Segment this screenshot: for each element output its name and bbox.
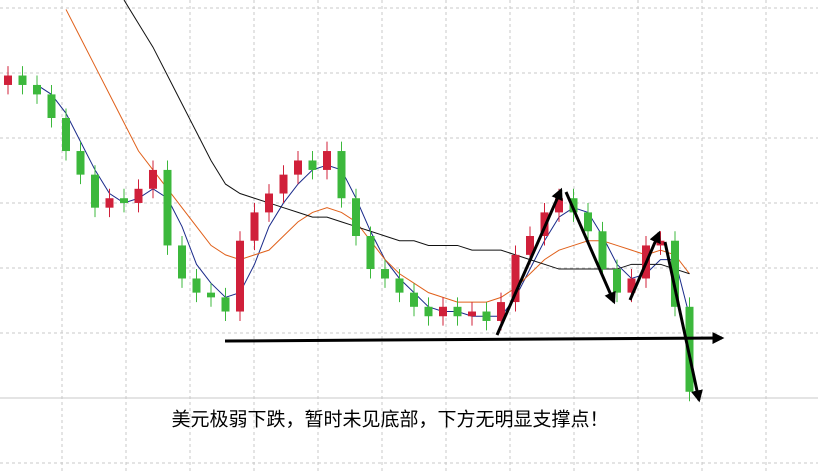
candle-body	[468, 311, 476, 317]
candle-body	[381, 269, 389, 279]
candle-body	[526, 236, 534, 255]
candle-body	[511, 254, 520, 303]
candle-body	[395, 278, 404, 293]
candle-body	[134, 188, 143, 203]
candle-body	[555, 198, 563, 213]
moving-average	[36, 84, 690, 317]
candle-body	[33, 84, 41, 95]
caption: 美元极弱下跌，暂时未见底部，下方无明显支撑点！	[171, 409, 608, 431]
candle-body	[497, 302, 505, 321]
candle-body	[120, 198, 128, 203]
candle-body	[265, 193, 273, 213]
candle-body	[47, 94, 56, 118]
candle-body	[366, 236, 375, 270]
candle-body	[76, 151, 85, 175]
candle-body	[323, 151, 331, 170]
candle-body	[308, 160, 317, 170]
candle-body	[584, 212, 592, 232]
candle-body	[337, 151, 346, 199]
candle-body	[236, 240, 244, 312]
candle-body	[279, 174, 288, 194]
candle-body	[569, 198, 578, 213]
candle-body	[4, 75, 12, 85]
candle-body	[671, 240, 679, 307]
candle-body	[294, 160, 302, 175]
arrow	[628, 230, 661, 301]
candle-body	[62, 118, 70, 152]
candle-body	[439, 306, 447, 317]
candle-body	[482, 311, 491, 321]
arrow	[495, 187, 563, 336]
candle-body	[453, 306, 462, 317]
candle-body	[91, 174, 99, 208]
plot	[4, 0, 694, 402]
candle-body	[352, 198, 360, 236]
candle-body	[192, 278, 201, 293]
candle-body	[163, 169, 172, 246]
candle-body	[178, 245, 186, 279]
candle-body	[250, 212, 259, 241]
candle-body	[221, 297, 230, 312]
candle-body	[149, 169, 157, 189]
support-line	[224, 332, 725, 345]
arrow	[663, 241, 703, 403]
annotations	[224, 187, 725, 403]
moving-average	[123, 0, 690, 275]
candle-body	[410, 292, 418, 307]
candle-body	[424, 306, 433, 317]
candle-body	[613, 269, 621, 293]
candle-body	[207, 292, 215, 298]
candle-body	[656, 240, 665, 246]
candle-body	[627, 278, 636, 293]
arrow	[564, 191, 616, 305]
candle-body	[598, 231, 607, 270]
candle-body	[105, 198, 114, 208]
candle-body	[18, 75, 27, 85]
